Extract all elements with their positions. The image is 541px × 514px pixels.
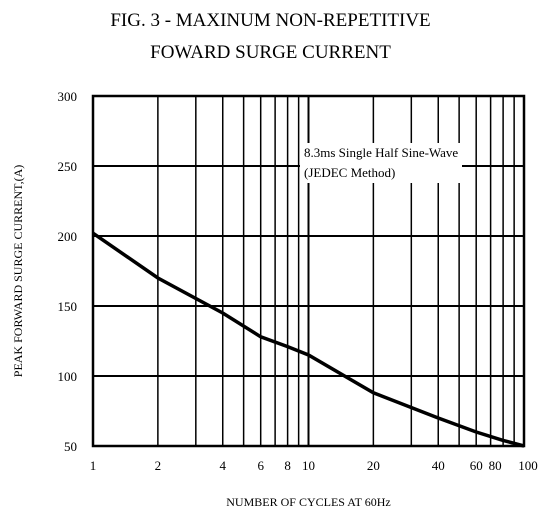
- chart-title-line2: FOWARD SURGE CURRENT: [150, 42, 391, 63]
- y-axis-label: PEAK FORWARD SURGE CURRENT,(A): [11, 165, 25, 377]
- x-tick-label: 100: [518, 458, 538, 473]
- annotation-line1: 8.3ms Single Half Sine-Wave: [304, 145, 459, 160]
- y-tick-label: 250: [58, 159, 78, 174]
- x-tick-label: 20: [367, 458, 380, 473]
- x-tick-label: 4: [219, 458, 226, 473]
- tick-labels: 1 2 4 6 8 10 20 40 60 80 100 50 100 150 200 250 300: [58, 89, 538, 473]
- series-line: [92, 231, 525, 448]
- x-tick-label: 80: [489, 458, 502, 473]
- x-tick-label: 1: [90, 458, 97, 473]
- annotation-line2: (JEDEC Method): [304, 165, 396, 180]
- x-axis-label: NUMBER OF CYCLES AT 60Hz: [226, 495, 390, 509]
- x-tick-label: 6: [257, 458, 264, 473]
- chart-title-line1: FIG. 3 - MAXINUM NON-REPETITIVE: [110, 10, 431, 31]
- annotation-box: 8.3ms Single Half Sine-Wave (JEDEC Metho…: [300, 143, 463, 183]
- x-tick-label: 10: [302, 458, 315, 473]
- x-tick-label: 8: [284, 458, 291, 473]
- y-tick-label: 150: [58, 299, 78, 314]
- plot-frame: [91, 94, 526, 448]
- x-tick-label: 60: [470, 458, 483, 473]
- y-tick-label: 300: [58, 89, 78, 104]
- y-tick-label: 100: [58, 369, 78, 384]
- x-tick-label: 40: [432, 458, 445, 473]
- y-tick-label: 50: [64, 439, 77, 454]
- y-tick-label: 200: [58, 229, 78, 244]
- x-tick-label: 2: [155, 458, 162, 473]
